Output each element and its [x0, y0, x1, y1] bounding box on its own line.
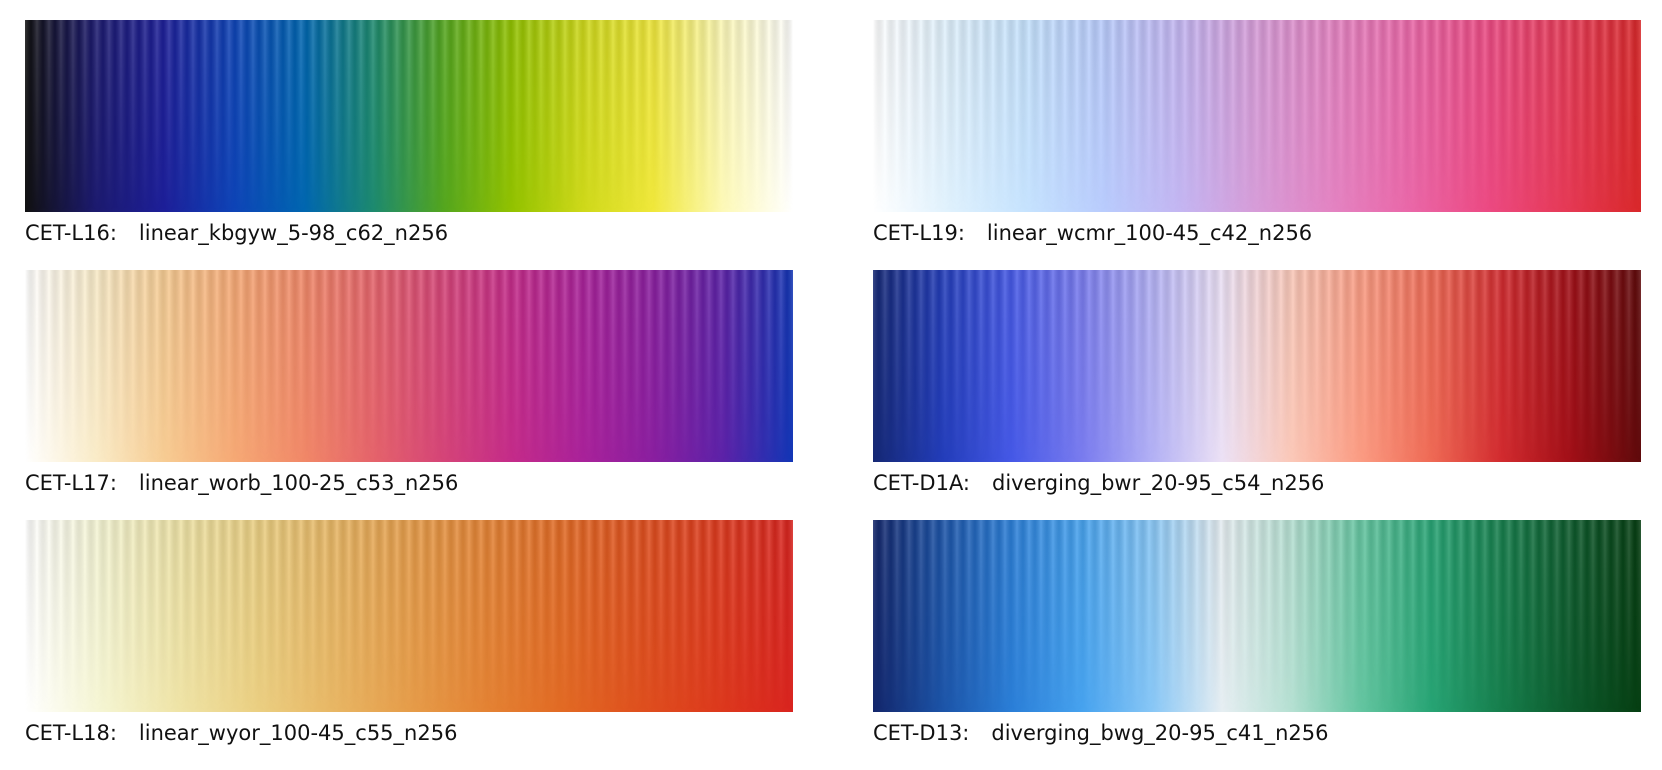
colormap-code: CET-L18:: [25, 721, 117, 745]
colormap-name: linear_worb_100-25_c53_n256: [138, 471, 459, 495]
colormap-cell-cet-l19: CET-L19: linear_wcmr_100-45_c42_n256: [873, 20, 1641, 270]
colormap-swatch: [873, 20, 1641, 212]
colormap-test-pattern: [25, 270, 793, 462]
colormap-test-pattern: [25, 20, 793, 212]
colormap-name: linear_wyor_100-45_c55_n256: [138, 721, 458, 745]
colormap-test-pattern: [25, 520, 793, 712]
colormap-swatch: [873, 520, 1641, 712]
colormap-name: linear_wcmr_100-45_c42_n256: [986, 221, 1313, 245]
colormap-code: CET-L19:: [873, 221, 965, 245]
colormap-caption: CET-L17: linear_worb_100-25_c53_n256: [25, 471, 793, 495]
colormap-code: CET-L16:: [25, 221, 117, 245]
colormap-cell-cet-l16: CET-L16: linear_kbgyw_5-98_c62_n256: [25, 20, 793, 270]
colormap-cell-cet-l18: CET-L18: linear_wyor_100-45_c55_n256: [25, 520, 793, 770]
colormap-name: diverging_bwg_20-95_c41_n256: [991, 721, 1329, 745]
colormap-cell-cet-d1a: CET-D1A: diverging_bwr_20-95_c54_n256: [873, 270, 1641, 520]
colormap-cell-cet-d13: CET-D13: diverging_bwg_20-95_c41_n256: [873, 520, 1641, 770]
colormap-caption: CET-D13: diverging_bwg_20-95_c41_n256: [873, 721, 1641, 745]
colormap-caption: CET-D1A: diverging_bwr_20-95_c54_n256: [873, 471, 1641, 495]
colormap-name: diverging_bwr_20-95_c54_n256: [992, 471, 1325, 495]
colormap-caption: CET-L18: linear_wyor_100-45_c55_n256: [25, 721, 793, 745]
colormap-caption: CET-L19: linear_wcmr_100-45_c42_n256: [873, 221, 1641, 245]
colormap-swatch: [25, 520, 793, 712]
colormap-code: CET-L17:: [25, 471, 117, 495]
colormap-swatch: [873, 270, 1641, 462]
colormap-name: linear_kbgyw_5-98_c62_n256: [138, 221, 449, 245]
colormap-swatch: [25, 20, 793, 212]
colormap-test-pattern: [873, 20, 1641, 212]
colormap-caption: CET-L16: linear_kbgyw_5-98_c62_n256: [25, 221, 793, 245]
colormap-cell-cet-l17: CET-L17: linear_worb_100-25_c53_n256: [25, 270, 793, 520]
colormap-test-pattern: [873, 270, 1641, 462]
colormap-grid: CET-L16: linear_kbgyw_5-98_c62_n256 CET-L…: [25, 20, 1641, 770]
colormap-code: CET-D13:: [873, 721, 970, 745]
colormap-test-pattern: [873, 520, 1641, 712]
colormap-code: CET-D1A:: [873, 471, 971, 495]
colormap-swatch: [25, 270, 793, 462]
